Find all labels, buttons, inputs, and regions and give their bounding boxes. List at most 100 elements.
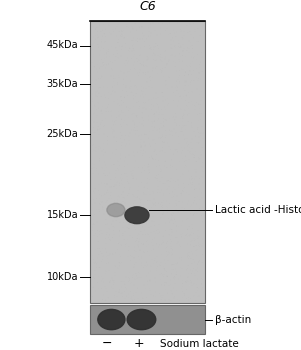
- Point: [103, 65, 107, 71]
- Point: [135, 236, 140, 241]
- Point: [186, 72, 191, 78]
- Point: [162, 174, 167, 180]
- Ellipse shape: [127, 309, 156, 330]
- Point: [183, 294, 188, 299]
- Point: [139, 262, 144, 268]
- Point: [186, 297, 191, 303]
- Point: [188, 256, 193, 261]
- Point: [172, 261, 176, 267]
- Point: [127, 286, 132, 291]
- Point: [160, 112, 164, 118]
- Point: [137, 67, 142, 72]
- Point: [102, 159, 107, 165]
- Point: [123, 112, 128, 118]
- Point: [157, 52, 162, 58]
- Point: [91, 275, 96, 280]
- Point: [181, 94, 186, 99]
- Point: [122, 34, 127, 40]
- Point: [194, 276, 199, 281]
- Point: [104, 51, 109, 57]
- Point: [169, 217, 173, 223]
- Point: [152, 125, 157, 130]
- Point: [172, 30, 177, 36]
- Point: [90, 118, 95, 123]
- Text: +: +: [133, 337, 144, 350]
- Point: [193, 203, 197, 209]
- Point: [135, 112, 139, 118]
- Point: [92, 64, 97, 70]
- Point: [179, 257, 184, 262]
- Point: [182, 152, 187, 158]
- Point: [191, 180, 195, 186]
- Point: [92, 225, 97, 230]
- Point: [155, 240, 160, 245]
- Point: [95, 25, 99, 30]
- Point: [176, 84, 181, 90]
- Point: [137, 119, 142, 125]
- Point: [185, 216, 190, 222]
- Point: [114, 289, 119, 294]
- Point: [183, 136, 188, 142]
- Point: [114, 225, 119, 231]
- Point: [187, 38, 191, 44]
- Point: [127, 276, 132, 282]
- Point: [147, 206, 152, 212]
- Point: [167, 232, 172, 237]
- Point: [111, 127, 116, 132]
- Point: [122, 215, 126, 220]
- Point: [152, 47, 157, 53]
- Point: [141, 241, 146, 247]
- Point: [163, 97, 168, 103]
- Point: [111, 73, 116, 79]
- Point: [135, 114, 139, 120]
- Point: [127, 294, 132, 299]
- Point: [195, 265, 200, 271]
- Point: [179, 124, 184, 129]
- Point: [171, 284, 176, 290]
- Point: [164, 118, 169, 124]
- Point: [185, 148, 190, 153]
- Point: [139, 29, 144, 34]
- Point: [147, 159, 152, 164]
- Point: [94, 196, 99, 202]
- Point: [164, 55, 169, 60]
- Point: [149, 25, 154, 30]
- Point: [118, 279, 123, 284]
- Point: [160, 150, 165, 156]
- Point: [151, 50, 156, 56]
- Point: [189, 218, 194, 224]
- Point: [180, 199, 185, 205]
- Point: [97, 206, 101, 212]
- Point: [197, 241, 202, 247]
- Point: [155, 178, 160, 183]
- Point: [117, 228, 122, 234]
- Point: [115, 247, 120, 252]
- Point: [123, 243, 128, 249]
- Point: [173, 43, 178, 48]
- Point: [174, 223, 178, 229]
- Point: [138, 150, 143, 155]
- Point: [149, 292, 154, 298]
- Point: [197, 296, 202, 302]
- Point: [126, 247, 131, 253]
- Point: [118, 130, 123, 135]
- Point: [148, 45, 153, 51]
- Point: [98, 64, 103, 70]
- Point: [195, 167, 200, 172]
- Point: [122, 159, 126, 164]
- Point: [124, 241, 129, 246]
- Point: [200, 222, 205, 228]
- Point: [116, 167, 121, 173]
- Point: [90, 170, 95, 176]
- Point: [131, 103, 136, 109]
- Point: [172, 107, 177, 112]
- Point: [195, 236, 200, 241]
- Point: [167, 156, 172, 162]
- Point: [160, 55, 164, 60]
- Point: [174, 287, 179, 293]
- Point: [122, 270, 127, 275]
- Point: [115, 97, 120, 102]
- Point: [111, 228, 116, 233]
- Point: [94, 40, 98, 46]
- Point: [109, 92, 113, 98]
